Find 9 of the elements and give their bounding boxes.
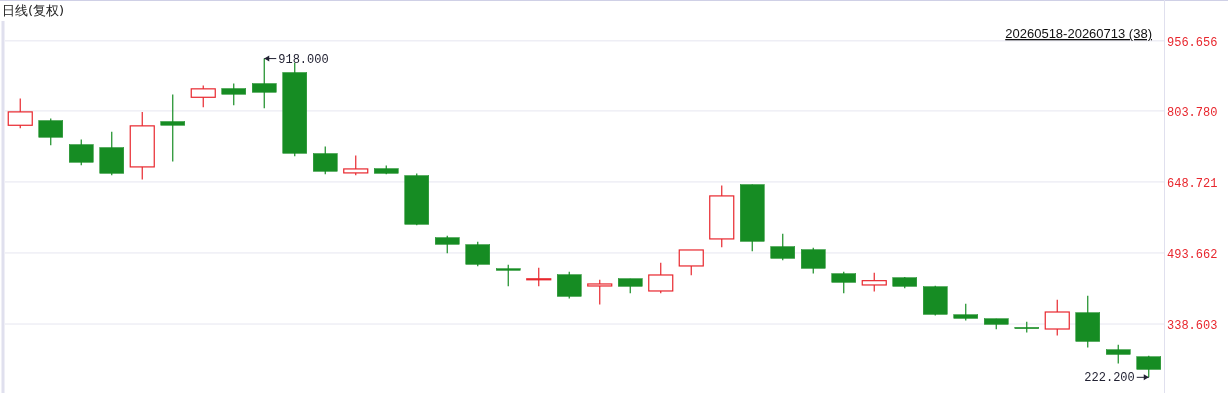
y-tick-label: 648.721 <box>1167 176 1218 191</box>
annotation: 918.000 <box>278 52 329 67</box>
chart-title: 日线(复权) <box>2 3 65 18</box>
y-tick-label: 803.780 <box>1167 105 1218 120</box>
y-tick-label: 493.662 <box>1167 247 1218 262</box>
y-tick-label: 956.656 <box>1167 35 1218 50</box>
annotation: 20260518-20260713 (38) <box>1005 26 1152 41</box>
y-tick-label: 338.603 <box>1167 319 1218 333</box>
annotation: 222.200 <box>1084 371 1135 386</box>
